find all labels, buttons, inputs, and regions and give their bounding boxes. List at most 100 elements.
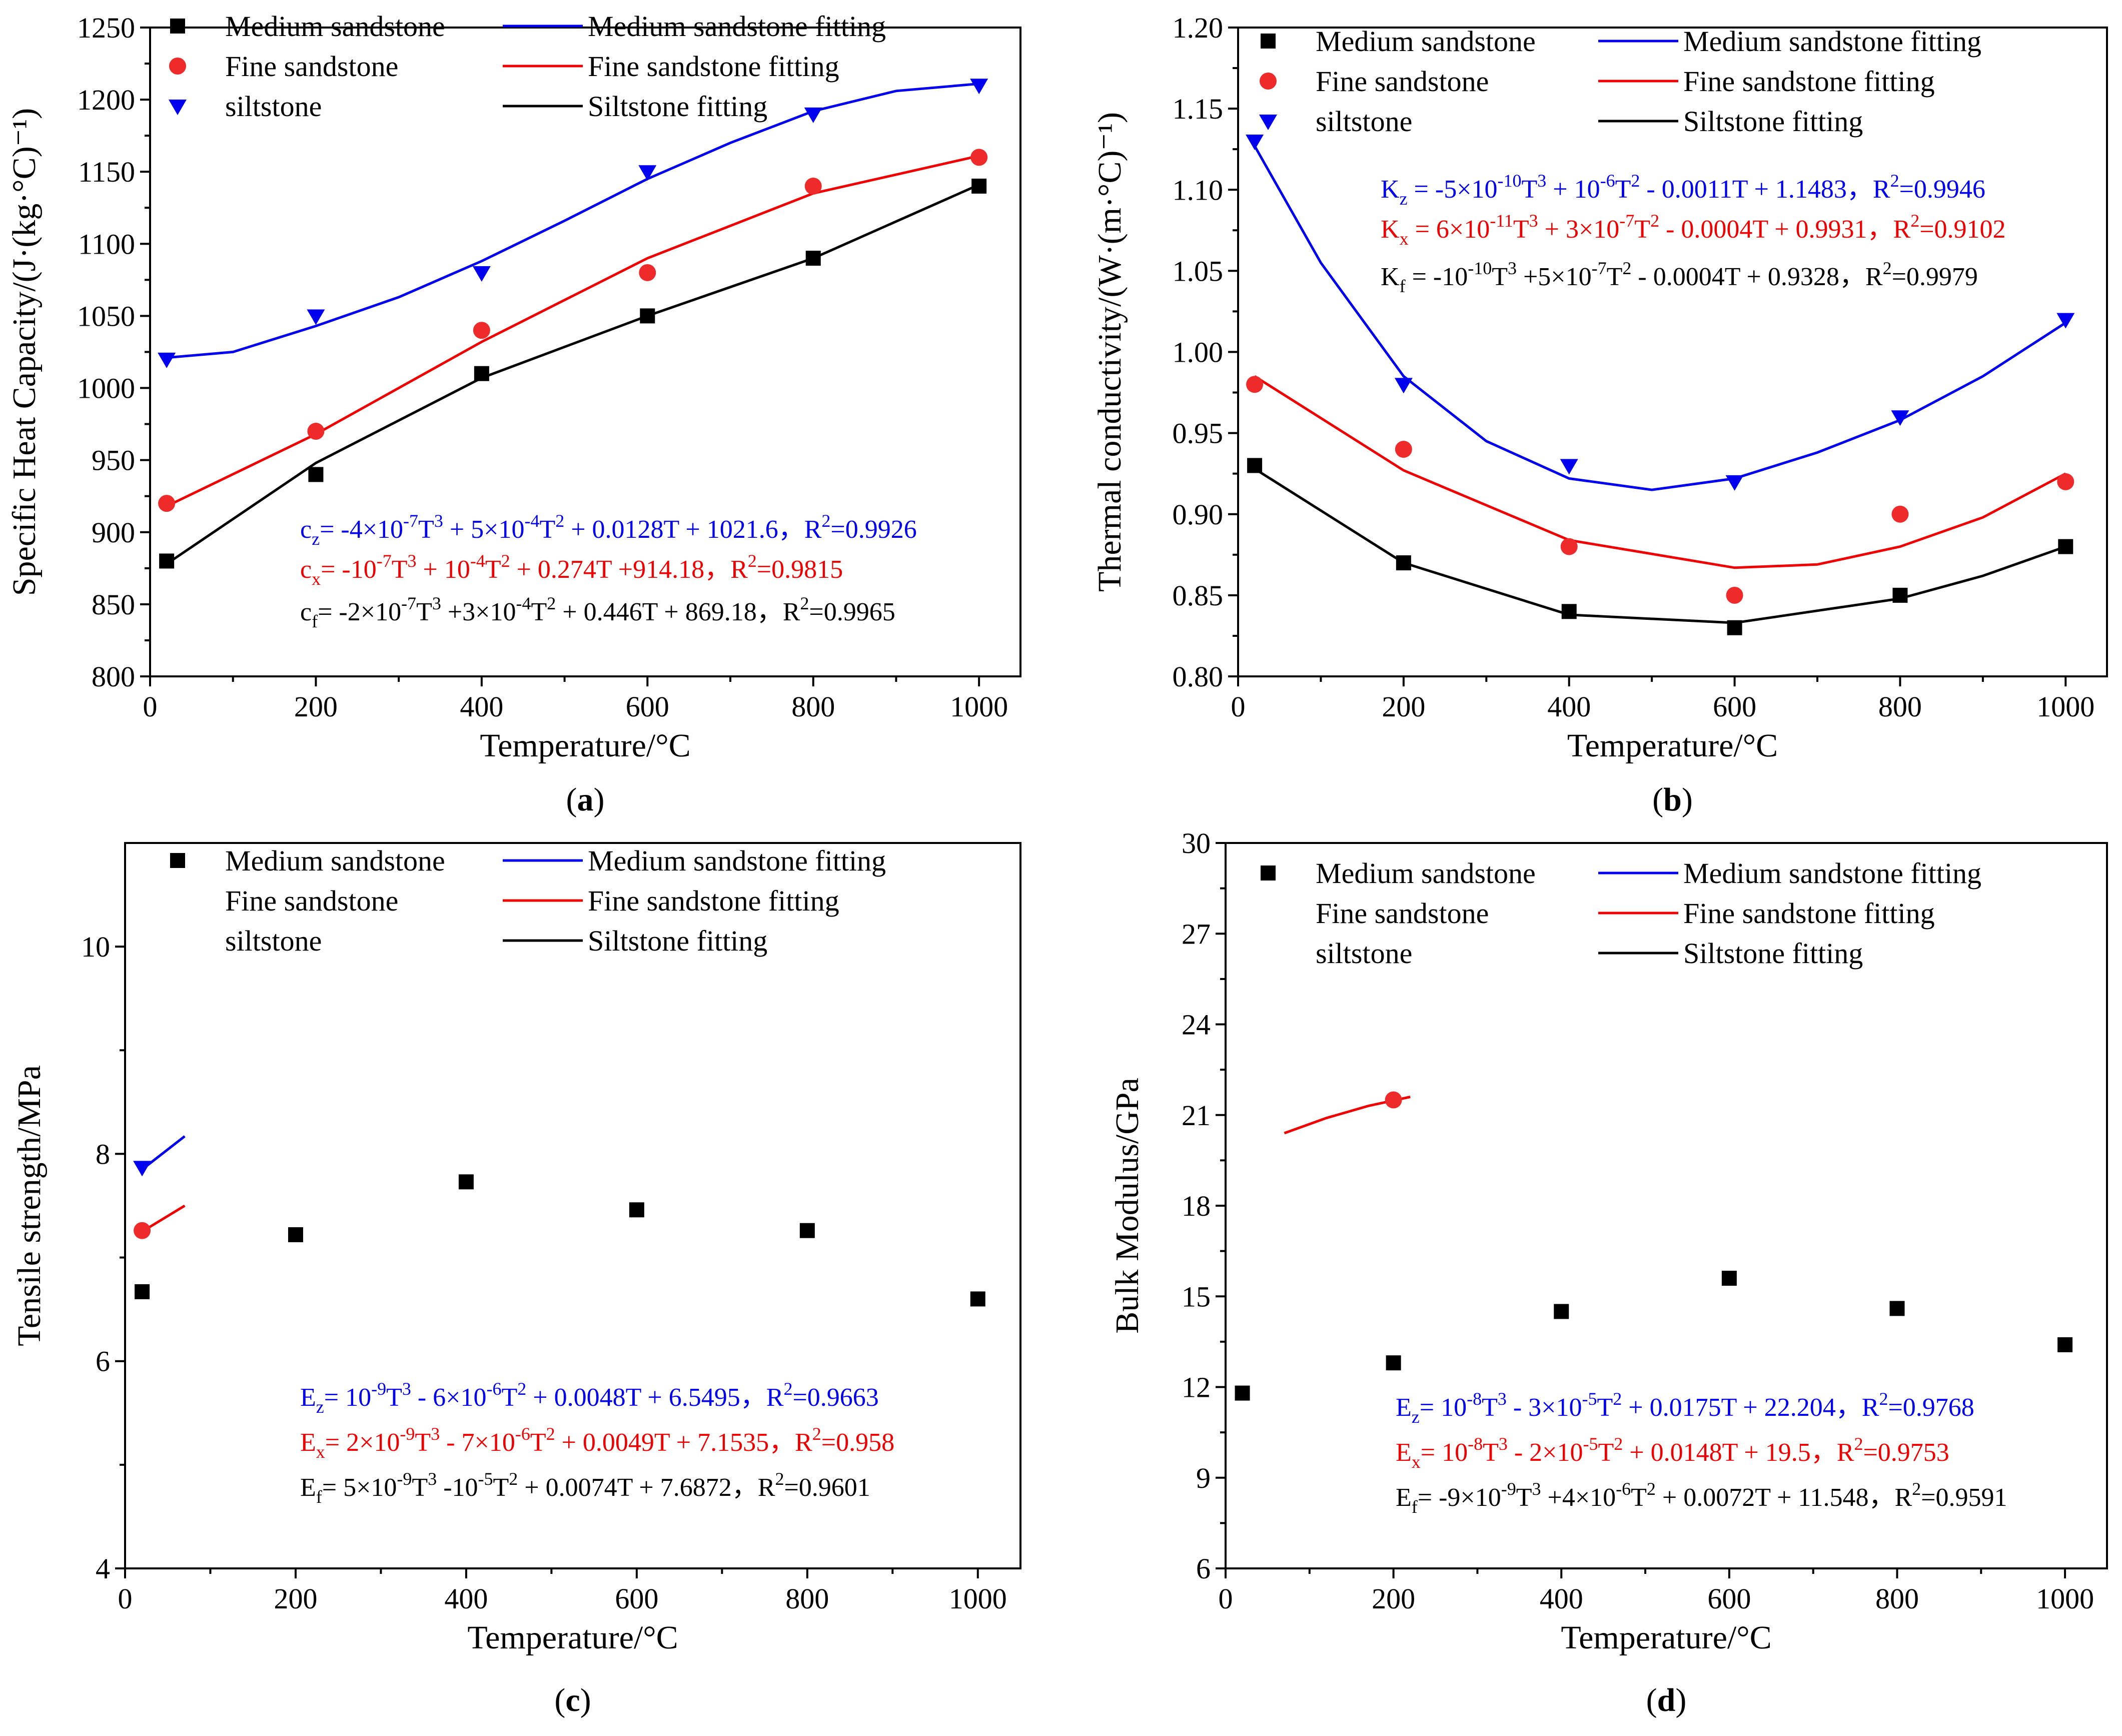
- data-point-silt: [1560, 459, 1578, 475]
- data-point-silt: [158, 352, 176, 368]
- data-point-medium: [2057, 1337, 2073, 1352]
- data-point-fine: [1726, 586, 1743, 604]
- data-point-medium: [1892, 587, 1908, 603]
- y-tick-label: 24: [1182, 1009, 1211, 1041]
- y-tick-label: 1.20: [1173, 12, 1224, 44]
- legend-fit-label-fine: Fine sandstone fitting: [588, 50, 839, 83]
- legend: Medium sandstone Medium sandstone fitting…: [1261, 857, 1981, 970]
- x-tick-label: 400: [460, 690, 503, 723]
- x-tick-label: 800: [785, 1582, 829, 1615]
- data-point-medium: [1247, 458, 1263, 473]
- legend-fit-label-silt: Siltstone fitting: [1683, 105, 1863, 138]
- data-point-fine: [1891, 505, 1909, 523]
- legend-label-medium: Medium sandstone: [225, 844, 445, 877]
- data-point-fine: [2057, 473, 2074, 490]
- data-point-medium: [1561, 604, 1577, 619]
- x-tick-label: 400: [444, 1582, 488, 1615]
- data-point-medium: [288, 1227, 303, 1242]
- y-axis-label: Specific Heat Capacity/(J·(kg·°C)⁻¹): [6, 108, 43, 596]
- x-axis-label: Temperature/°C: [480, 727, 690, 764]
- x-tick-label: 800: [791, 690, 835, 723]
- data-point-medium: [1396, 555, 1411, 571]
- fit-curve-fine: [1254, 375, 2066, 569]
- x-tick-label: 600: [615, 1582, 658, 1615]
- data-point-medium: [799, 1223, 815, 1238]
- legend-label-silt: siltstone: [225, 925, 322, 957]
- data-point-medium: [474, 366, 489, 381]
- y-tick-label: 21: [1182, 1099, 1211, 1132]
- data-point-medium: [159, 553, 175, 569]
- data-point-medium: [1889, 1301, 1905, 1316]
- y-tick-label: 1.10: [1173, 174, 1224, 206]
- legend-label-fine: Fine sandstone: [225, 50, 398, 83]
- x-tick-label: 0: [143, 690, 158, 723]
- legend-label-silt: siltstone: [1316, 937, 1412, 970]
- data-point-silt: [804, 107, 822, 123]
- y-tick-label: 18: [1182, 1190, 1211, 1222]
- fit-equation: Ez= 10-9T3 - 6×10-6T2 + 0.0048T + 6.5495…: [300, 1379, 879, 1417]
- plot-frame: [124, 842, 1021, 1569]
- panel-caption: (b): [1652, 781, 1693, 818]
- data-point-silt: [1725, 475, 1744, 491]
- x-tick-label: 600: [626, 690, 669, 723]
- y-tick-label: 0.95: [1173, 417, 1224, 450]
- x-tick-label: 600: [1707, 1582, 1751, 1615]
- chart-panel-a: 0 200 400 600 800 1000 800 850 900 950 1000 1050 110…: [6, 10, 1021, 818]
- data-point-medium: [1554, 1304, 1569, 1319]
- y-tick-label: 12: [1182, 1371, 1211, 1404]
- x-tick-label: 200: [274, 1582, 317, 1615]
- data-point-fine: [970, 149, 988, 166]
- x-axis-label: Temperature/°C: [1567, 727, 1778, 764]
- data-point-fine: [158, 495, 176, 512]
- fit-curve-silt: [1253, 145, 2066, 491]
- legend-marker-fine: [1260, 73, 1277, 90]
- x-tick-label: 800: [1878, 690, 1922, 723]
- y-tick-label: 0.85: [1173, 579, 1224, 612]
- data-point-fine: [473, 322, 490, 339]
- legend-marker-silt: [169, 100, 187, 115]
- legend-fit-label-medium: Medium sandstone fitting: [588, 844, 886, 877]
- data-point-medium: [971, 179, 987, 194]
- legend-fit-label-medium: Medium sandstone fitting: [1683, 25, 1981, 58]
- x-axis-label: Temperature/°C: [1561, 1619, 1771, 1656]
- y-tick-label: 10: [81, 931, 110, 963]
- legend: Medium sandstone Medium sandstone fitting…: [169, 10, 886, 123]
- legend-fit-label-silt: Siltstone fitting: [1683, 937, 1863, 970]
- y-tick-label: 850: [92, 588, 135, 621]
- x-tick-label: 200: [1382, 690, 1425, 723]
- x-tick-label: 0: [1231, 690, 1246, 723]
- data-point-medium: [1721, 1271, 1737, 1286]
- fit-equation: cf= -2×10-7T3 +3×10-4T2 + 0.446T + 869.1…: [300, 593, 895, 631]
- x-tick-label: 1000: [2036, 1582, 2094, 1615]
- data-point-medium: [1386, 1355, 1401, 1371]
- data-point-fine: [1385, 1091, 1402, 1109]
- y-tick-label: 4: [96, 1552, 110, 1585]
- fit-equation: Ex= 2×10-9T3 - 7×10-6T2 + 0.0049T + 7.15…: [300, 1424, 894, 1462]
- data-point-silt: [2056, 313, 2075, 329]
- legend-marker-medium: [170, 19, 185, 34]
- y-axis-label: Tensile strength/MPa: [11, 1065, 48, 1346]
- data-point-silt: [1246, 134, 1264, 150]
- data-point-medium: [308, 467, 324, 482]
- legend-marker-medium: [1261, 865, 1276, 881]
- x-tick-label: 200: [1372, 1582, 1415, 1615]
- legend-label-medium: Medium sandstone: [1316, 25, 1536, 58]
- data-point-fine: [134, 1222, 151, 1239]
- y-tick-label: 15: [1182, 1280, 1211, 1313]
- x-tick-label: 800: [1875, 1582, 1919, 1615]
- legend-label-silt: siltstone: [1316, 105, 1412, 138]
- legend-label-fine: Fine sandstone: [1316, 65, 1489, 98]
- fit-equation: Ef= 5×10-9T3 -10-5T2 + 0.0074T + 7.6872，…: [300, 1469, 870, 1507]
- y-tick-label: 0.90: [1173, 498, 1224, 531]
- x-axis-label: Temperature/°C: [467, 1619, 678, 1656]
- data-point-medium: [458, 1174, 474, 1190]
- legend-marker-silt: [1259, 115, 1277, 130]
- legend-label-fine: Fine sandstone: [1316, 897, 1489, 930]
- fit-equation: Ef= -9×10-9T3 +4×10-6T2 + 0.0072T + 11.5…: [1396, 1479, 2007, 1517]
- legend-label-fine: Fine sandstone: [225, 885, 398, 917]
- legend: Medium sandstone Medium sandstone fitting…: [170, 844, 886, 957]
- y-tick-label: 800: [92, 660, 135, 693]
- x-tick-label: 400: [1547, 690, 1591, 723]
- y-tick-label: 900: [92, 516, 135, 549]
